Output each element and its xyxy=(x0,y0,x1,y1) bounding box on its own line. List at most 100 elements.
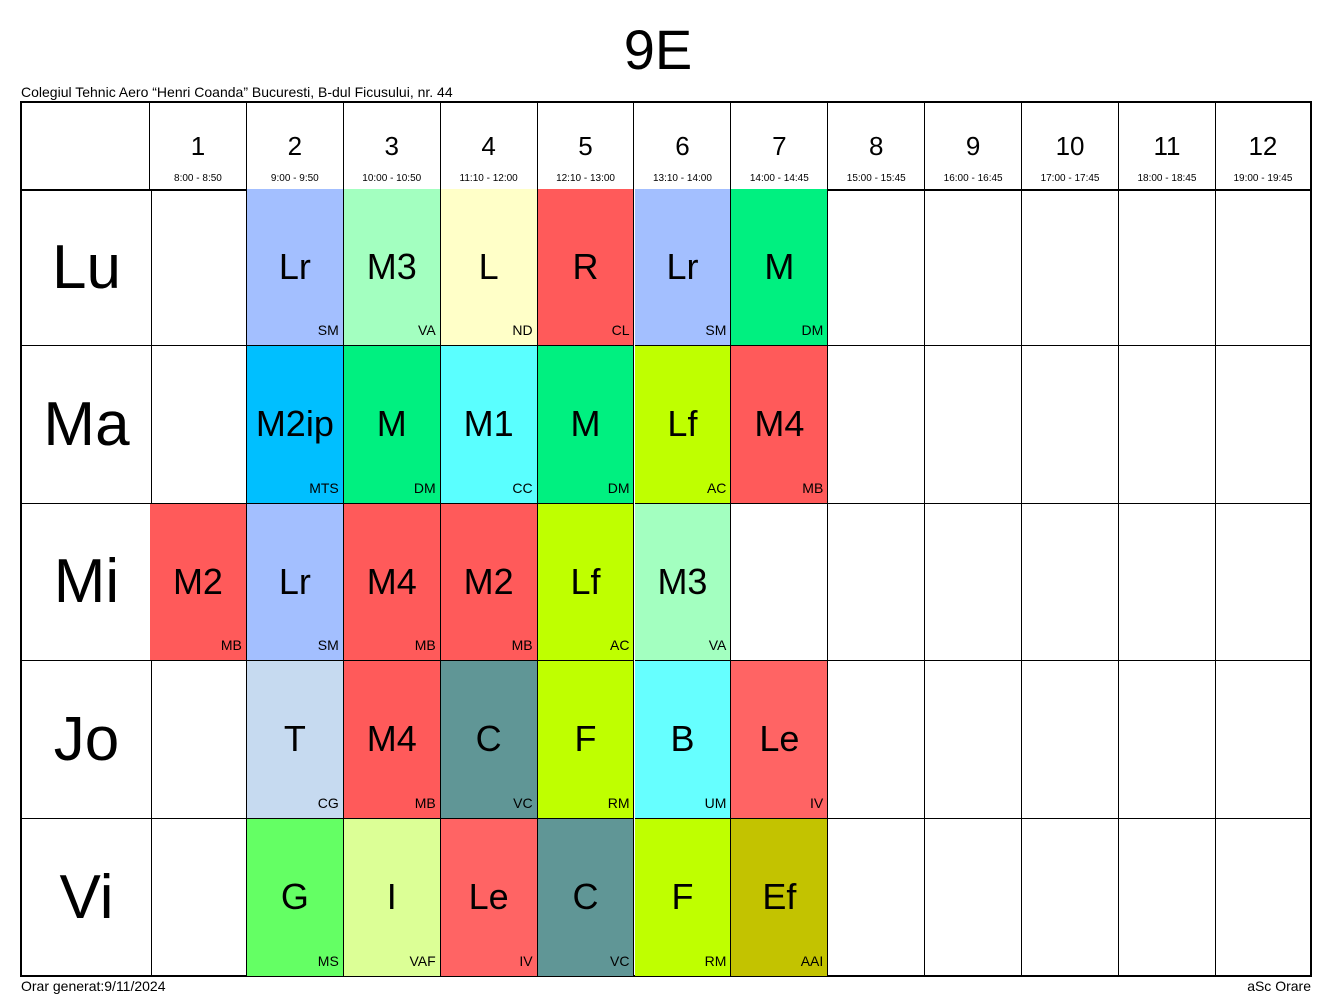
lesson-cell[interactable]: Lr SM xyxy=(634,189,732,347)
period-time: 9:00 - 9:50 xyxy=(270,173,319,184)
lesson-cell[interactable]: B UM xyxy=(634,661,732,819)
lesson-cell[interactable]: M1 CC xyxy=(440,346,538,504)
lesson-teacher: UM xyxy=(704,794,727,811)
period-number: 10 xyxy=(1055,131,1085,161)
lesson-cell[interactable]: G MS xyxy=(246,818,344,976)
lesson-subject: Lr xyxy=(666,246,699,287)
lesson-teacher: VA xyxy=(708,637,727,654)
lesson-teacher: VC xyxy=(513,794,533,811)
lesson-teacher: MB xyxy=(802,479,824,496)
lesson-subject: M4 xyxy=(366,560,417,602)
lesson-subject: M1 xyxy=(463,403,514,445)
lesson-cell[interactable]: M4 MB xyxy=(731,346,829,504)
period-time: 17:00 - 17:45 xyxy=(1040,173,1100,184)
empty-cell xyxy=(1119,818,1216,976)
lesson-subject: Le xyxy=(468,875,509,917)
lesson-cell[interactable]: Ef AAI xyxy=(731,818,829,976)
lesson-subject: M4 xyxy=(754,403,805,445)
lesson-subject: F xyxy=(671,875,694,917)
empty-cell xyxy=(1119,346,1216,504)
period-number: 7 xyxy=(772,131,787,161)
lesson-cell[interactable]: L ND xyxy=(440,189,538,347)
period-time: 15:00 - 15:45 xyxy=(846,173,906,184)
period-header: 12 19:00 - 19:45 xyxy=(1215,103,1310,191)
lesson-subject: L xyxy=(478,246,499,287)
empty-cell xyxy=(828,503,926,662)
period-header: 2 9:00 - 9:50 xyxy=(246,103,344,191)
lesson-subject: M2ip xyxy=(255,403,334,445)
period-number: 8 xyxy=(869,131,884,161)
lesson-cell[interactable]: M4 MB xyxy=(343,503,441,662)
lesson-teacher: DM xyxy=(801,322,824,339)
lesson-cell[interactable]: T CG xyxy=(246,661,344,819)
empty-cell xyxy=(828,818,926,976)
empty-cell xyxy=(1022,346,1119,504)
empty-cell xyxy=(150,189,247,347)
lesson-cell[interactable]: M2 MB xyxy=(440,503,538,662)
empty-cell xyxy=(1215,661,1310,819)
lesson-cell[interactable]: C VC xyxy=(440,661,538,819)
lesson-cell[interactable]: M DM xyxy=(731,189,829,347)
period-time: 12:10 - 13:00 xyxy=(556,173,615,184)
empty-cell xyxy=(731,503,829,662)
empty-cell xyxy=(150,346,247,504)
lesson-teacher: RM xyxy=(607,794,630,811)
period-time: 19:00 - 19:45 xyxy=(1233,173,1293,184)
period-header: 11 18:00 - 18:45 xyxy=(1119,103,1216,191)
period-header: 1 8:00 - 8:50 xyxy=(150,103,247,191)
lesson-subject: R xyxy=(572,246,599,287)
period-time: 13:10 - 14:00 xyxy=(652,173,712,184)
lesson-subject: C xyxy=(475,718,502,760)
lesson-cell[interactable]: M2 MB xyxy=(150,503,247,662)
lesson-cell[interactable]: Le IV xyxy=(731,661,829,819)
lesson-teacher: VAF xyxy=(409,952,436,969)
period-time: 18:00 - 18:45 xyxy=(1137,173,1197,184)
lesson-cell[interactable]: C VC xyxy=(537,818,635,976)
lesson-teacher: MB xyxy=(220,637,242,654)
lesson-cell[interactable]: R CL xyxy=(537,189,635,347)
empty-cell xyxy=(1119,661,1216,819)
lesson-teacher: CL xyxy=(611,322,630,339)
period-header: 6 13:10 - 14:00 xyxy=(634,103,732,191)
empty-cell xyxy=(925,818,1023,976)
lesson-subject: M xyxy=(376,403,407,445)
lesson-subject: M3 xyxy=(657,560,708,602)
lesson-subject: Lr xyxy=(278,560,311,602)
lesson-cell[interactable]: M3 VA xyxy=(634,503,732,662)
lesson-cell[interactable]: Lr SM xyxy=(246,503,344,662)
lesson-teacher: AC xyxy=(706,479,727,496)
lesson-teacher: RM xyxy=(704,952,727,969)
lesson-cell[interactable]: Le IV xyxy=(440,818,538,976)
empty-cell xyxy=(925,503,1023,662)
period-header: 10 17:00 - 17:45 xyxy=(1022,103,1119,191)
empty-cell xyxy=(1022,661,1119,819)
lesson-cell[interactable]: F RM xyxy=(634,818,732,976)
lesson-subject: M xyxy=(570,403,601,445)
lesson-cell[interactable]: M4 MB xyxy=(343,661,441,819)
lesson-cell[interactable]: M DM xyxy=(537,346,635,504)
lesson-subject: Lf xyxy=(570,560,601,602)
period-header: 3 10:00 - 10:50 xyxy=(343,103,441,191)
school-name: Colegiul Tehnic Aero “Henri Coanda” Bucu… xyxy=(21,84,453,100)
lesson-teacher: AAI xyxy=(800,952,824,969)
lesson-subject: M xyxy=(764,246,795,287)
lesson-cell[interactable]: F RM xyxy=(537,661,635,819)
lesson-cell[interactable]: M3 VA xyxy=(343,189,441,347)
period-number: 9 xyxy=(965,131,981,161)
day-label: Ma xyxy=(22,346,152,504)
day-label: Vi xyxy=(22,818,152,976)
lesson-cell[interactable]: Lf AC xyxy=(634,346,732,504)
lesson-cell[interactable]: M DM xyxy=(343,346,441,504)
period-number: 11 xyxy=(1153,131,1181,161)
period-time: 11:10 - 12:00 xyxy=(459,173,518,184)
corner-cell xyxy=(22,103,150,191)
lesson-cell[interactable]: I VAF xyxy=(343,818,441,976)
lesson-teacher: DM xyxy=(607,479,630,496)
lesson-teacher: ND xyxy=(512,322,533,339)
period-number: 5 xyxy=(578,131,593,161)
lesson-teacher: IV xyxy=(810,794,824,811)
lesson-cell[interactable]: M2ip MTS xyxy=(246,346,344,504)
lesson-cell[interactable]: Lf AC xyxy=(537,503,635,662)
lesson-cell[interactable]: Lr SM xyxy=(246,189,344,347)
lesson-teacher: IV xyxy=(519,952,533,969)
